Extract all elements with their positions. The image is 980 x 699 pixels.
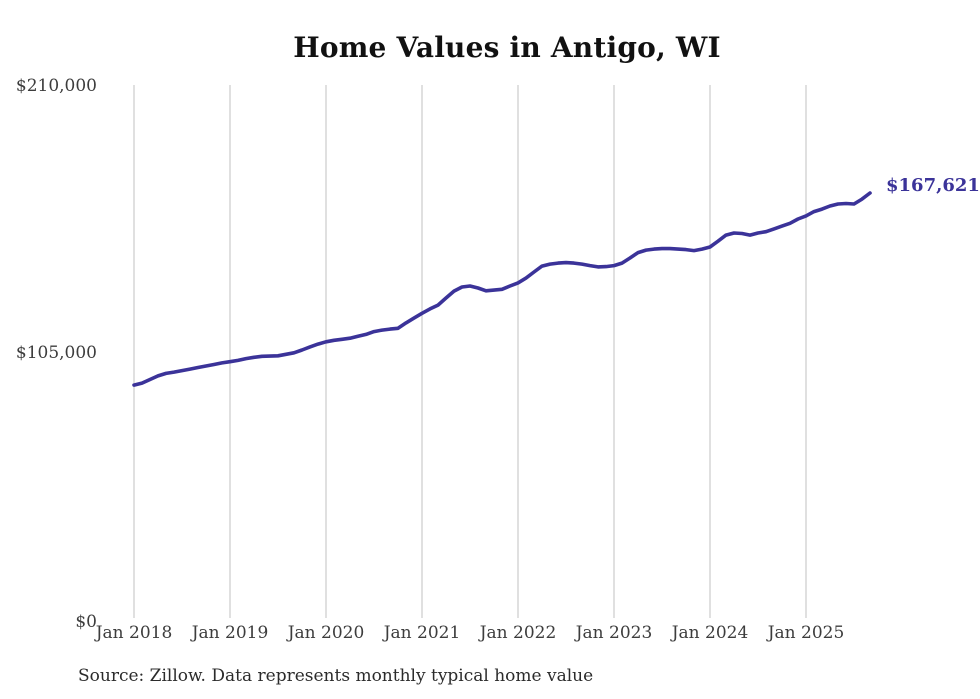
x-axis-tick-jan-2021: Jan 2021 <box>383 623 461 643</box>
y-axis-tick-0: $0 <box>75 612 97 632</box>
y-axis-tick-105000: $105,000 <box>15 343 97 363</box>
x-axis-tick-jan-2018: Jan 2018 <box>95 623 173 643</box>
x-axis-tick-jan-2025: Jan 2025 <box>767 623 845 643</box>
source-note: Source: Zillow. Data represents monthly … <box>78 666 594 686</box>
latest-value-label: $167,621 <box>886 175 980 196</box>
chart-title: Home Values in Antigo, WI <box>293 31 721 64</box>
x-axis-tick-jan-2019: Jan 2019 <box>191 623 269 643</box>
x-axis-tick-jan-2023: Jan 2023 <box>575 623 653 643</box>
x-axis-tick-jan-2020: Jan 2020 <box>287 623 365 643</box>
x-axis-tick-jan-2022: Jan 2022 <box>479 623 557 643</box>
x-axis-tick-jan-2024: Jan 2024 <box>671 623 749 643</box>
y-axis-tick-210000: $210,000 <box>15 76 97 96</box>
